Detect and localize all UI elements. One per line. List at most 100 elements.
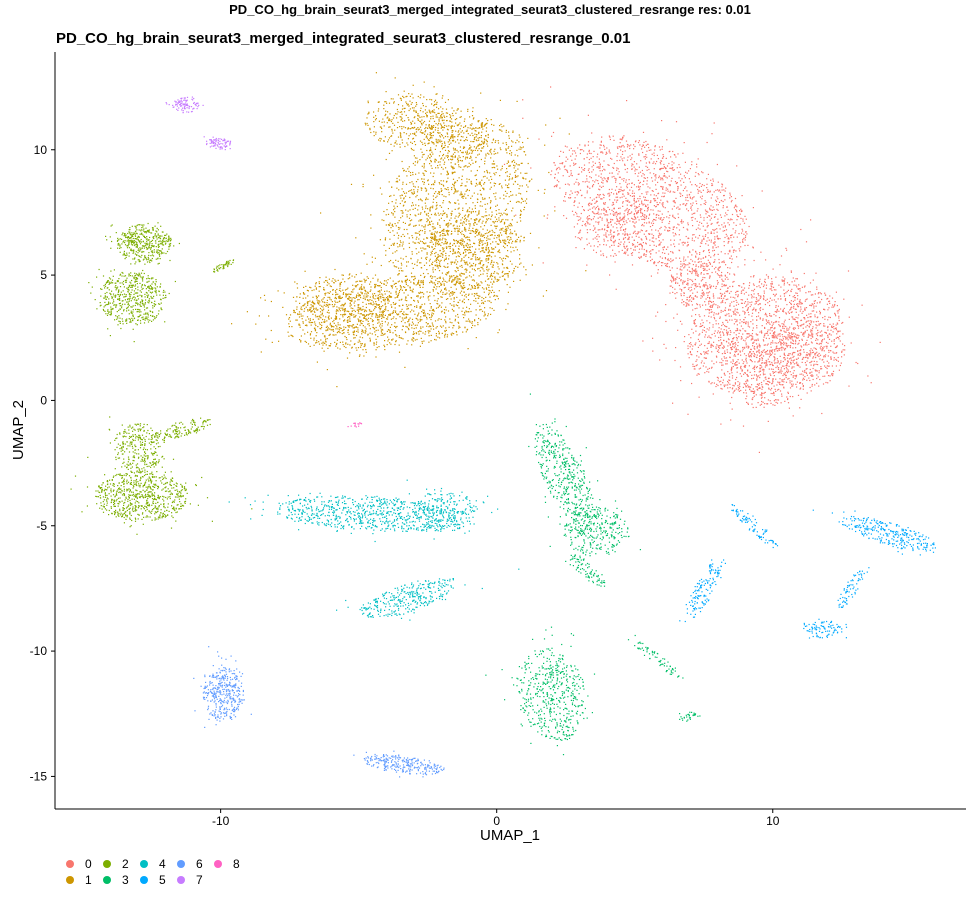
cell-point — [622, 136, 624, 139]
cell-point — [613, 235, 615, 237]
cell-point — [749, 282, 751, 284]
cell-point — [618, 191, 620, 193]
cell-point — [684, 264, 686, 266]
cell-point — [580, 217, 582, 219]
cell-point — [570, 155, 572, 157]
cell-point — [800, 319, 803, 321]
cell-point — [611, 204, 613, 206]
cell-point — [461, 238, 463, 240]
cell-point — [703, 315, 706, 317]
cell-point — [771, 325, 773, 327]
cell-point — [711, 333, 713, 336]
cell-point — [503, 240, 505, 242]
cell-point — [659, 168, 661, 170]
cell-point — [622, 233, 624, 235]
cell-point — [715, 385, 717, 388]
cell-point — [770, 315, 772, 317]
cell-point — [593, 150, 595, 152]
cell-point — [380, 264, 382, 267]
cell-point — [660, 226, 662, 228]
cell-point — [490, 153, 493, 155]
cell-point — [786, 329, 788, 331]
cell-point — [593, 216, 595, 218]
cell-point — [843, 354, 845, 356]
cell-point — [764, 391, 766, 393]
cell-point — [652, 209, 654, 211]
cell-point — [616, 214, 618, 216]
cell-point — [736, 327, 738, 330]
cell-point — [683, 263, 685, 265]
cell-point — [726, 206, 728, 208]
cell-point — [628, 209, 630, 211]
cell-point — [687, 229, 689, 231]
cell-point — [668, 226, 670, 229]
cell-point — [603, 208, 605, 210]
cell-point — [490, 215, 493, 218]
cell-point — [655, 238, 657, 240]
cell-point — [741, 350, 744, 352]
cell-point — [648, 161, 650, 163]
cell-point — [475, 161, 477, 163]
cell-point — [437, 142, 439, 144]
cell-point — [669, 185, 671, 187]
cell-point — [440, 282, 442, 284]
cell-point — [792, 342, 794, 344]
cell-point — [602, 185, 604, 187]
cell-point — [453, 149, 455, 151]
cell-point — [717, 281, 719, 284]
cell-point — [783, 341, 785, 343]
cell-point — [761, 369, 763, 371]
cell-point — [597, 211, 599, 213]
cell-point — [674, 279, 676, 281]
cell-point — [597, 153, 599, 155]
cell-point — [674, 201, 676, 203]
cell-point — [610, 237, 612, 239]
cell-point — [663, 217, 665, 219]
cell-point — [466, 156, 468, 158]
cell-point — [630, 253, 633, 255]
cell-point — [642, 131, 645, 133]
cell-point — [683, 281, 685, 283]
cell-point — [451, 276, 453, 278]
cell-point — [620, 229, 622, 231]
cell-point — [762, 362, 764, 364]
cell-point — [808, 323, 811, 325]
cell-point — [781, 334, 783, 336]
cell-point — [638, 205, 640, 207]
cell-point — [689, 295, 691, 297]
cell-point — [746, 395, 748, 397]
cell-point — [594, 227, 596, 229]
cell-point — [731, 346, 733, 349]
cell-point — [766, 315, 768, 318]
cell-point — [633, 144, 635, 146]
cell-point — [729, 285, 731, 288]
cell-point — [682, 152, 684, 154]
cell-point — [702, 291, 705, 293]
cell-point — [449, 276, 451, 278]
cell-point — [751, 315, 753, 317]
cell-point — [816, 351, 818, 353]
cell-point — [465, 223, 467, 225]
cell-point — [706, 226, 708, 228]
cell-point — [407, 210, 409, 212]
cell-point — [614, 239, 616, 241]
cell-point — [708, 268, 710, 270]
cell-point — [827, 355, 829, 357]
cell-point — [727, 222, 729, 224]
cell-point — [696, 355, 698, 357]
cell-point — [679, 320, 682, 322]
cell-point — [622, 224, 624, 226]
cell-point — [809, 354, 811, 356]
cell-point — [427, 224, 429, 226]
cell-point — [464, 165, 466, 167]
cell-point — [577, 173, 579, 175]
cell-point — [731, 366, 733, 368]
cell-point — [517, 155, 519, 157]
cell-point — [809, 351, 812, 353]
cell-point — [765, 351, 767, 353]
cell-point — [733, 385, 735, 387]
cell-point — [671, 281, 673, 283]
cell-point — [733, 312, 735, 314]
cell-point — [661, 213, 663, 215]
cell-point — [821, 298, 823, 301]
